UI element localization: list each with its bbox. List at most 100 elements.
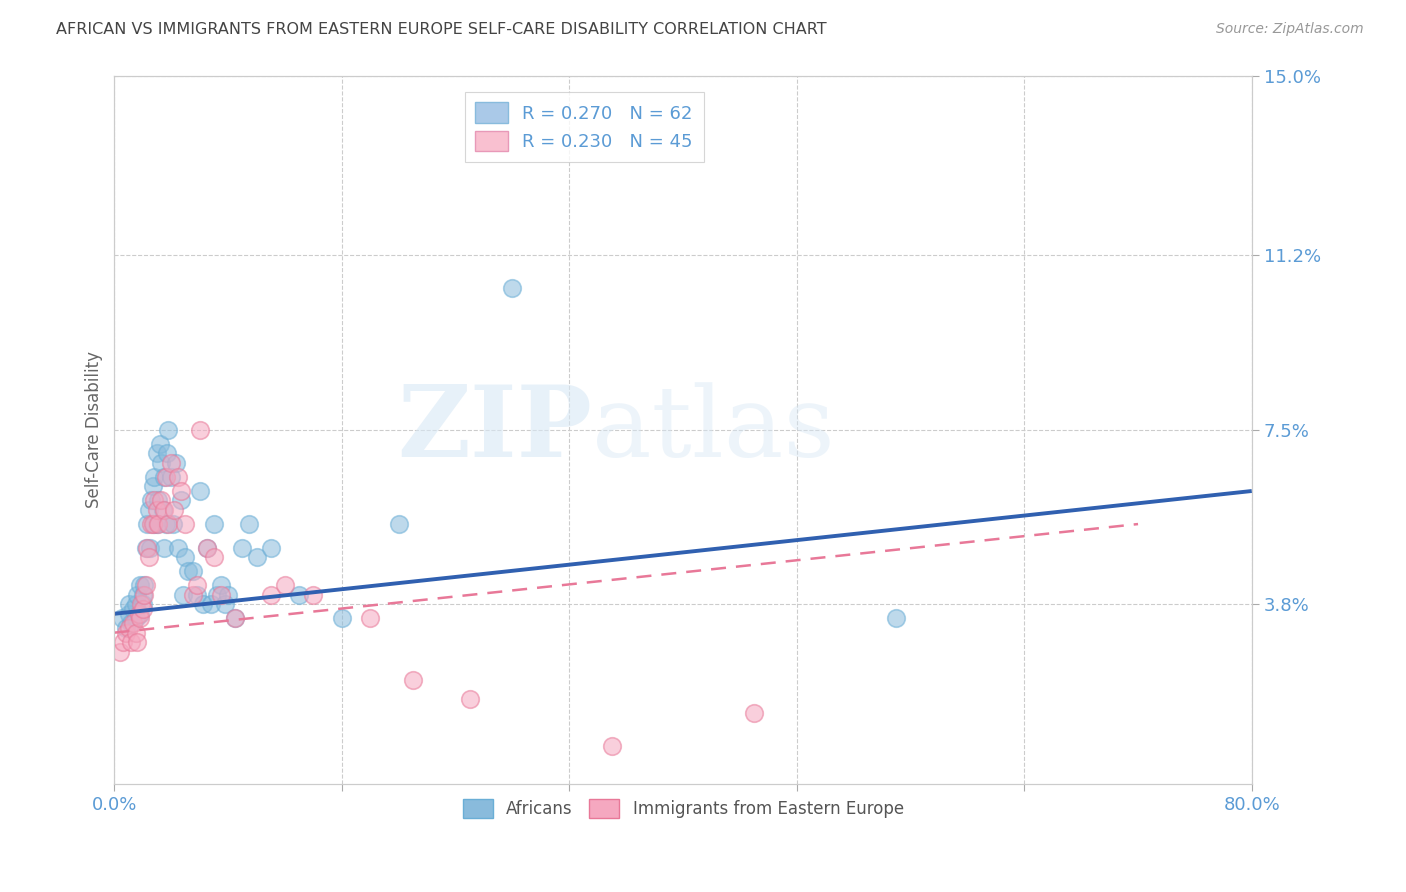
Point xyxy=(129,611,152,625)
Legend: Africans, Immigrants from Eastern Europe: Africans, Immigrants from Eastern Europe xyxy=(456,792,910,825)
Point xyxy=(148,493,170,508)
Point xyxy=(111,635,134,649)
Point xyxy=(174,550,197,565)
Point xyxy=(188,423,211,437)
Point xyxy=(157,423,180,437)
Point xyxy=(114,625,136,640)
Point xyxy=(146,503,169,517)
Point xyxy=(260,588,283,602)
Point xyxy=(160,456,183,470)
Point xyxy=(170,483,193,498)
Point xyxy=(152,503,174,517)
Point xyxy=(160,470,183,484)
Point xyxy=(288,588,311,602)
Point xyxy=(181,564,204,578)
Point xyxy=(136,541,159,555)
Text: Source: ZipAtlas.com: Source: ZipAtlas.com xyxy=(1216,22,1364,37)
Point xyxy=(191,597,214,611)
Text: AFRICAN VS IMMIGRANTS FROM EASTERN EUROPE SELF-CARE DISABILITY CORRELATION CHART: AFRICAN VS IMMIGRANTS FROM EASTERN EUROP… xyxy=(56,22,827,37)
Point xyxy=(129,578,152,592)
Point xyxy=(108,644,131,658)
Point xyxy=(274,578,297,592)
Point xyxy=(195,541,218,555)
Point xyxy=(157,517,180,532)
Y-axis label: Self-Care Disability: Self-Care Disability xyxy=(86,351,103,508)
Point xyxy=(886,611,908,625)
Point xyxy=(117,621,139,635)
Point xyxy=(501,281,523,295)
Point xyxy=(150,493,173,508)
Point xyxy=(143,517,166,532)
Point xyxy=(136,517,159,532)
Point xyxy=(121,635,143,649)
Point xyxy=(132,597,155,611)
Point xyxy=(153,470,176,484)
Point xyxy=(125,611,148,625)
Point xyxy=(177,564,200,578)
Point xyxy=(163,503,186,517)
Point xyxy=(117,607,139,621)
Point xyxy=(138,550,160,565)
Point xyxy=(121,616,143,631)
Point xyxy=(202,550,225,565)
Point xyxy=(150,456,173,470)
Point xyxy=(142,517,165,532)
Point xyxy=(200,597,222,611)
Point xyxy=(146,446,169,460)
Point xyxy=(141,493,163,508)
Point xyxy=(132,588,155,602)
Point xyxy=(186,578,208,592)
Point xyxy=(260,541,283,555)
Point xyxy=(135,578,157,592)
Point xyxy=(224,611,246,625)
Point xyxy=(127,588,149,602)
Point xyxy=(135,541,157,555)
Point xyxy=(132,602,155,616)
Point xyxy=(128,607,150,621)
Point xyxy=(742,706,765,720)
Point xyxy=(458,691,481,706)
Point xyxy=(217,588,239,602)
Point xyxy=(129,607,152,621)
Point xyxy=(155,470,177,484)
Point xyxy=(117,597,139,611)
Text: ZIP: ZIP xyxy=(398,381,592,478)
Point xyxy=(139,541,162,555)
Point xyxy=(165,456,187,470)
Point xyxy=(231,541,253,555)
Text: atlas: atlas xyxy=(592,382,835,477)
Point xyxy=(209,578,232,592)
Point xyxy=(149,437,172,451)
Point xyxy=(122,602,145,616)
Point xyxy=(181,588,204,602)
Point xyxy=(209,588,232,602)
Point xyxy=(214,597,236,611)
Point xyxy=(114,621,136,635)
Point xyxy=(245,550,267,565)
Point xyxy=(302,588,325,602)
Point xyxy=(238,517,260,532)
Point xyxy=(110,611,132,625)
Point xyxy=(167,470,190,484)
Point xyxy=(141,517,163,532)
Point xyxy=(156,446,179,460)
Point xyxy=(359,611,381,625)
Point xyxy=(388,517,411,532)
Point xyxy=(134,588,156,602)
Point xyxy=(600,739,623,753)
Point xyxy=(330,611,353,625)
Point xyxy=(153,503,176,517)
Point xyxy=(170,493,193,508)
Point xyxy=(195,541,218,555)
Point xyxy=(224,611,246,625)
Point xyxy=(188,483,211,498)
Point xyxy=(155,517,177,532)
Point xyxy=(202,517,225,532)
Point xyxy=(172,588,194,602)
Point xyxy=(125,625,148,640)
Point xyxy=(148,517,170,532)
Point xyxy=(143,470,166,484)
Point xyxy=(134,578,156,592)
Point xyxy=(186,588,208,602)
Point xyxy=(153,541,176,555)
